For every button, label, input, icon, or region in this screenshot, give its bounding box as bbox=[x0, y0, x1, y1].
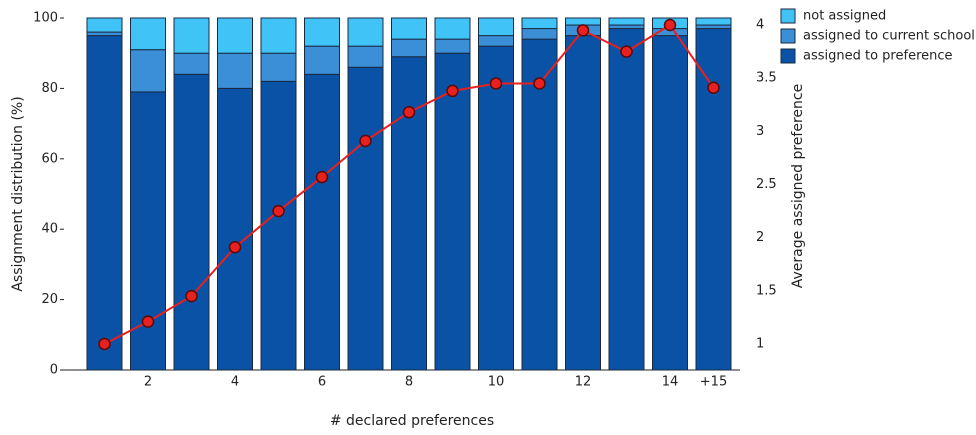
bar-segment bbox=[565, 35, 601, 371]
bar-segment bbox=[608, 24, 645, 30]
x-tick-label: 8 bbox=[405, 375, 413, 390]
y-tick-label: 100 bbox=[33, 11, 58, 26]
y-tick-label: 20 bbox=[41, 292, 58, 307]
legend-label: assigned to current school bbox=[803, 29, 975, 44]
bar-segment bbox=[391, 38, 427, 58]
x-tick-label: 2 bbox=[144, 375, 152, 390]
bar-segment bbox=[347, 45, 384, 68]
x-tick-label: 12 bbox=[575, 375, 592, 390]
bar-segment bbox=[86, 17, 123, 33]
bar-segment bbox=[608, 17, 645, 26]
legend-swatch bbox=[780, 28, 796, 44]
y-tick-label: 80 bbox=[41, 81, 58, 96]
bar-segment bbox=[695, 17, 732, 26]
line-marker bbox=[228, 240, 242, 254]
bar-segment bbox=[695, 24, 732, 30]
bar-segment bbox=[565, 17, 601, 26]
bar-segment bbox=[434, 52, 471, 371]
line-marker bbox=[272, 204, 285, 218]
y2-tick-label: 4 bbox=[756, 18, 764, 33]
bar-segment bbox=[608, 28, 645, 371]
y2-tick-label: 1 bbox=[756, 336, 764, 351]
bar-segment bbox=[695, 28, 732, 371]
y-tick-label: 0 bbox=[50, 363, 58, 378]
line-marker bbox=[359, 134, 372, 148]
line-marker bbox=[402, 105, 416, 119]
y-axis-title: Assignment distribution (%) bbox=[10, 96, 26, 291]
y2-tick-label: 2 bbox=[756, 230, 764, 245]
x-tick-label: 14 bbox=[662, 375, 679, 390]
bar-segment bbox=[130, 49, 166, 93]
bar-segment bbox=[260, 52, 297, 82]
bar-segment bbox=[130, 17, 166, 51]
bar-segment bbox=[86, 35, 123, 371]
y2-tick-label: 2.5 bbox=[756, 177, 777, 192]
bar-segment bbox=[391, 56, 427, 371]
bar-segment bbox=[304, 45, 340, 75]
bar-segment bbox=[217, 17, 253, 54]
legend-swatch bbox=[780, 48, 796, 64]
bar-segment bbox=[478, 17, 514, 37]
bar-segment bbox=[217, 52, 253, 89]
line-marker bbox=[533, 77, 546, 90]
bar-segment bbox=[478, 35, 514, 47]
bar-segment bbox=[217, 87, 253, 371]
y2-tick-label: 3 bbox=[756, 124, 764, 139]
bar-segment bbox=[173, 17, 210, 54]
bar-segment bbox=[86, 31, 123, 37]
x-tick-label: 6 bbox=[318, 375, 326, 390]
bar-segment bbox=[260, 17, 297, 54]
y-tick-label: 40 bbox=[41, 222, 58, 237]
x-tick-label: 10 bbox=[488, 375, 505, 390]
bar-segment bbox=[304, 73, 340, 371]
bar-segment bbox=[521, 17, 558, 30]
bar-segment bbox=[173, 73, 210, 371]
line-marker bbox=[141, 315, 155, 328]
x-tick-label: +15 bbox=[700, 375, 727, 390]
bar-segment bbox=[260, 80, 297, 371]
bar-segment bbox=[521, 38, 558, 371]
x-tick-label: 4 bbox=[231, 375, 239, 390]
line-marker bbox=[185, 289, 198, 303]
bar-segment bbox=[521, 28, 558, 40]
bar-segment bbox=[347, 17, 384, 47]
bar-segment bbox=[434, 17, 471, 40]
y2-axis-title: Average assigned preference bbox=[790, 84, 806, 288]
bar-segment bbox=[478, 45, 514, 371]
line-marker bbox=[707, 81, 720, 94]
bar-segment bbox=[304, 17, 340, 47]
legend-label: assigned to preference bbox=[803, 49, 953, 64]
legend-swatch bbox=[780, 8, 796, 24]
line-marker bbox=[576, 24, 590, 37]
y2-tick-label: 1.5 bbox=[756, 283, 777, 298]
line-marker bbox=[98, 337, 111, 351]
y-tick-label: 60 bbox=[41, 151, 58, 166]
line-marker bbox=[489, 77, 503, 90]
line-marker bbox=[446, 84, 459, 98]
line-marker bbox=[620, 45, 633, 58]
y2-tick-label: 3.5 bbox=[756, 71, 777, 86]
legend-label: not assigned bbox=[803, 9, 886, 24]
line-marker bbox=[663, 18, 677, 32]
bar-segment bbox=[347, 66, 384, 371]
bar-segment bbox=[652, 35, 688, 371]
bar-segment bbox=[434, 38, 471, 54]
bar-segment bbox=[391, 17, 427, 40]
line-marker bbox=[315, 170, 329, 184]
bar-segment bbox=[173, 52, 210, 75]
x-axis-title: # declared preferences bbox=[330, 413, 494, 429]
